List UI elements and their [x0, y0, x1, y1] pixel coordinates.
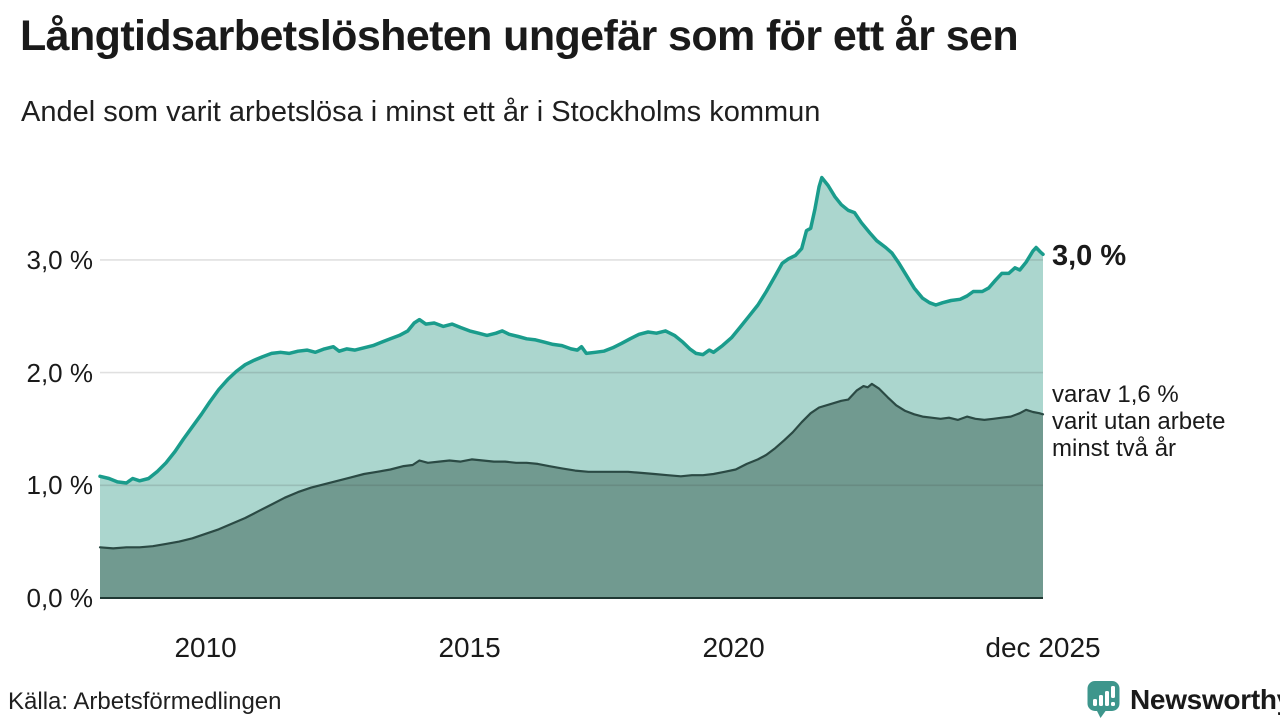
secondary-label-line-3: minst två år: [1052, 435, 1177, 462]
x-tick-label-2015: 2015: [438, 632, 501, 663]
y-tick-label-1: 1,0 %: [26, 470, 94, 501]
source-credit: Källa: Arbetsförmedlingen: [8, 688, 282, 715]
newsworthy-logo: Newsworthy: [1086, 680, 1280, 719]
series-end-label-total: 3,0 %: [1052, 240, 1127, 272]
series-end-label-secondary: varav 1,6 % varit utan arbete minst två …: [1052, 381, 1225, 462]
y-tick-label-0: 0,0 %: [26, 583, 94, 613]
y-tick-label-2: 2,0 %: [26, 357, 94, 388]
x-tick-label-dec-2025: dec 2025: [985, 632, 1101, 663]
secondary-label-line-1: varav 1,6 %: [1052, 381, 1179, 408]
x-tick-label-2020: 2020: [702, 632, 765, 663]
x-tick-label-2010: 2010: [174, 632, 237, 663]
series-line-1: [98, 382, 1045, 550]
series-fill-1: [100, 383, 1043, 598]
newsworthy-bubble-chart-icon: [1087, 681, 1120, 718]
y-tick-label-3: 3,0 %: [26, 244, 94, 275]
series-line-0: [98, 175, 1045, 485]
newsworthy-logo-text: Newsworthy: [1130, 683, 1280, 715]
page-title: Långtidsarbetslösheten ungefär som för e…: [20, 12, 1019, 60]
secondary-label-line-2: varit utan arbete: [1052, 408, 1226, 435]
page-subtitle: Andel som varit arbetslösa i minst ett å…: [21, 96, 821, 128]
